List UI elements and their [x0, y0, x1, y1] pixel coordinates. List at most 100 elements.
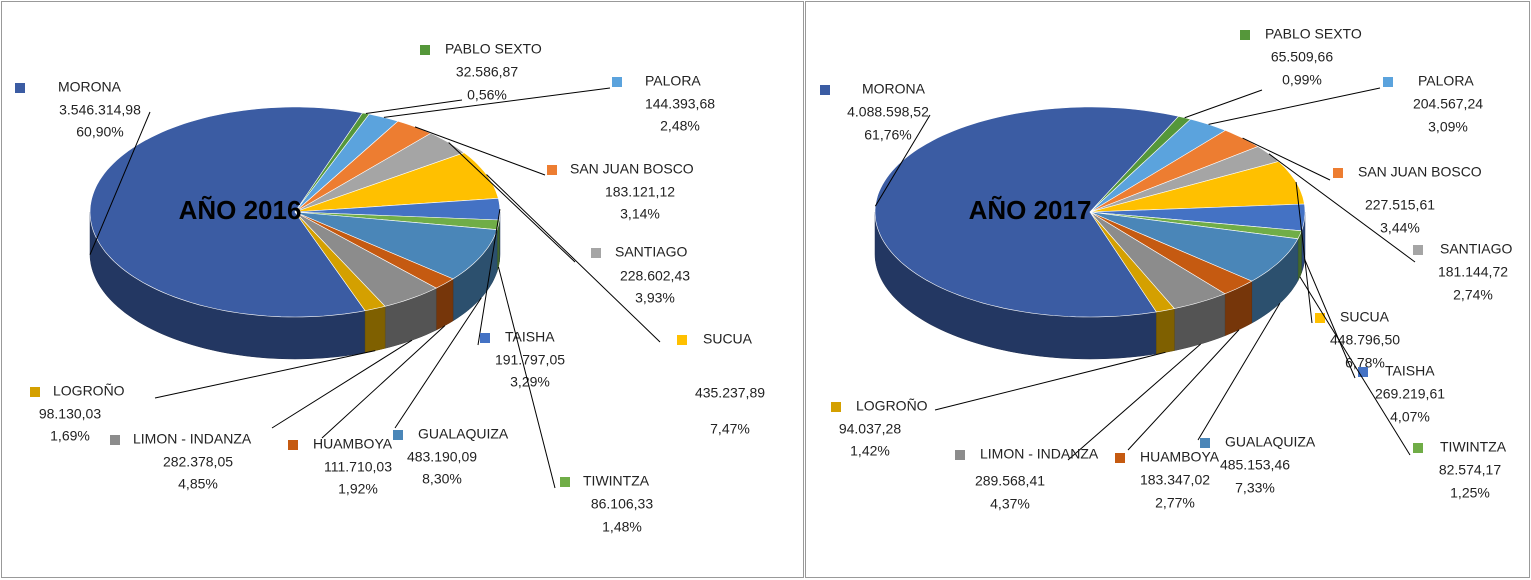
value-label: 191.797,05: [495, 352, 565, 368]
leader-line: [365, 99, 463, 114]
slice: [1089, 211, 1175, 313]
leader-line: [1295, 182, 1313, 324]
leader-line: [486, 174, 661, 343]
category-label: SANTIAGO: [1440, 241, 1512, 257]
percentage-label: 4,85%: [178, 476, 218, 492]
percentage-label: 0,56%: [467, 87, 507, 103]
category-label: MORONA: [862, 81, 926, 97]
value-label: 3.546.314,98: [59, 102, 141, 118]
value-label: 65.509,66: [1271, 49, 1333, 65]
leader-line: [1067, 343, 1202, 461]
leader-line: [271, 339, 413, 429]
value-label: 181.144,72: [1438, 264, 1508, 280]
slice: [1089, 203, 1306, 232]
pie: [89, 106, 501, 360]
percentage-label: 3,44%: [1380, 220, 1420, 236]
percentage-label: 61,76%: [864, 127, 911, 143]
percentage-label: 4,07%: [1390, 409, 1430, 425]
leader-line: [321, 325, 446, 439]
category-label: LIMON - INDANZA: [980, 446, 1099, 462]
value-label: 98.130,03: [39, 406, 101, 422]
slice: [1089, 130, 1259, 213]
legend-swatch: [1315, 313, 1325, 323]
legend-swatch: [420, 45, 430, 55]
legend-swatch: [612, 77, 622, 87]
percentage-label: 1,25%: [1450, 485, 1490, 501]
value-label: 4.088.598,52: [847, 104, 929, 120]
legend-swatch: [831, 402, 841, 412]
legend-swatch: [15, 83, 25, 93]
legend-swatch: [955, 450, 965, 460]
leader-line: [874, 114, 931, 207]
legend-swatch: [30, 387, 40, 397]
category-label: TAISHA: [505, 329, 555, 345]
category-label: SAN JUAN BOSCO: [570, 161, 694, 177]
slice: [874, 106, 1180, 318]
category-label: SAN JUAN BOSCO: [1358, 164, 1482, 180]
legend-swatch: [1200, 438, 1210, 448]
leader-line: [1268, 153, 1416, 263]
percentage-label: 2,77%: [1155, 495, 1195, 511]
slice: [1089, 211, 1253, 295]
category-label: GUALAQUIZA: [1225, 434, 1316, 450]
legend-swatch: [560, 477, 570, 487]
percentage-label: 4,37%: [990, 496, 1030, 512]
legend-swatch: [1115, 453, 1125, 463]
legend-swatch: [591, 248, 601, 258]
leader-line: [1242, 137, 1331, 181]
legend-swatch: [110, 435, 120, 445]
category-label: HUAMBOYA: [313, 436, 393, 452]
percentage-label: 3,09%: [1428, 119, 1468, 135]
category-label: MORONA: [58, 79, 122, 95]
value-label: 228.602,43: [620, 268, 690, 284]
value-label: 485.153,46: [1220, 457, 1290, 473]
percentage-label: 3,29%: [510, 374, 550, 390]
legend-swatch: [547, 165, 557, 175]
value-label: 282.378,05: [163, 454, 233, 470]
leader-line: [89, 111, 151, 255]
slice: [294, 113, 399, 213]
slice-side: [364, 305, 386, 354]
percentage-label: 3,93%: [635, 290, 675, 306]
percentage-label: 7,47%: [710, 421, 750, 437]
slice-side: [1156, 308, 1175, 355]
percentage-label: 60,90%: [76, 124, 123, 140]
category-label: LOGROÑO: [53, 383, 125, 399]
category-label: TAISHA: [1385, 363, 1435, 379]
leader-line: [1127, 329, 1240, 451]
category-label: SUCUA: [703, 331, 753, 347]
legend-swatch: [288, 440, 298, 450]
legend-swatch: [480, 333, 490, 343]
value-label: 86.106,33: [591, 496, 653, 512]
percentage-label: 1,69%: [50, 428, 90, 444]
value-label: 32.586,87: [456, 64, 518, 80]
legend-swatch: [677, 335, 687, 345]
slice: [1089, 211, 1299, 282]
category-label: LOGROÑO: [856, 398, 928, 414]
percentage-label: 1,92%: [338, 481, 378, 497]
category-label: SUCUA: [1340, 309, 1390, 325]
legend-swatch: [1240, 30, 1250, 40]
percentage-label: 0,99%: [1282, 72, 1322, 88]
percentage-label: 2,74%: [1453, 287, 1493, 303]
category-label: GUALAQUIZA: [418, 426, 509, 442]
leader-line: [154, 350, 376, 399]
leader-line: [497, 266, 556, 489]
legend-swatch: [1413, 443, 1423, 453]
chart-title: AÑO 2017: [969, 195, 1092, 225]
category-label: PALORA: [645, 73, 701, 89]
percentage-label: 1,42%: [850, 443, 890, 459]
percentage-label: 1,48%: [602, 519, 642, 535]
category-label: PALORA: [1418, 73, 1474, 89]
pie: [874, 106, 1306, 360]
leader-line: [1197, 303, 1281, 441]
percentage-label: 7,33%: [1235, 480, 1275, 496]
percentage-label: 2,48%: [660, 118, 700, 134]
value-label: 204.567,24: [1413, 96, 1483, 112]
slice: [294, 211, 386, 312]
percentage-label: 8,30%: [422, 471, 462, 487]
percentage-label: 3,14%: [620, 206, 660, 222]
slice: [1089, 211, 1226, 309]
leader-line: [934, 351, 1166, 411]
